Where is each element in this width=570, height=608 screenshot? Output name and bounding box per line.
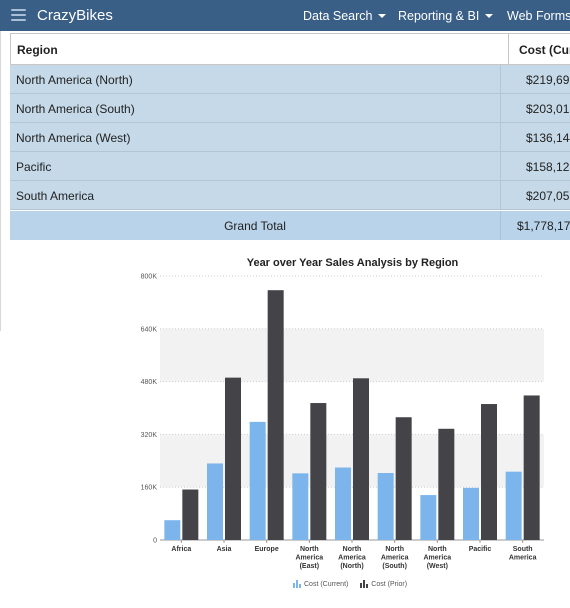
grand-total-row: Grand Total $1,778,178 <box>10 211 570 240</box>
region-cell: North America (South) <box>16 102 135 116</box>
x-tick-label: Asia <box>217 546 232 553</box>
x-tick-label: (East) <box>300 563 319 570</box>
chevron-down-icon <box>378 14 387 18</box>
bar-chart-icon <box>293 580 301 588</box>
table-row[interactable]: North America (West) $136,144 <box>10 123 570 152</box>
top-navbar: CrazyBikes Data Search Reporting & BI We… <box>0 0 570 31</box>
bar-current <box>249 421 266 540</box>
y-tick-label: 160K <box>141 485 158 492</box>
x-tick-label: (South) <box>382 563 407 570</box>
nav-reporting-bi[interactable]: Reporting & BI <box>398 9 494 23</box>
legend-label: Cost (Current) <box>304 580 349 588</box>
nav-data-search[interactable]: Data Search <box>303 9 387 23</box>
column-header-region[interactable]: Region <box>17 43 58 57</box>
x-tick-label: North <box>300 546 319 553</box>
legend-label: Cost (Prior) <box>371 580 408 588</box>
chart-legend: Cost (Current) Cost (Prior) <box>293 580 417 590</box>
bar-prior <box>225 377 241 540</box>
grid-band <box>160 434 544 488</box>
table-row[interactable]: South America $207,057 <box>10 181 570 210</box>
y-tick-label: 480K <box>141 379 158 386</box>
x-tick-label: Europe <box>255 546 279 553</box>
column-divider <box>500 94 501 123</box>
bar-current <box>420 495 437 540</box>
table-row[interactable]: North America (North) $219,691 <box>10 65 570 94</box>
bar-prior <box>438 428 455 540</box>
nav-web-forms[interactable]: Web Forms <box>507 9 570 23</box>
bar-chart: 0 160K 320K 480K 640K 800K Africa Asia Europe Nor… <box>141 274 544 570</box>
column-divider <box>500 211 501 240</box>
y-tick-label: 320K <box>141 432 158 439</box>
region-cell: Pacific <box>16 160 52 174</box>
table-row[interactable]: Pacific $158,128 <box>10 152 570 181</box>
bar-current <box>164 520 181 540</box>
bar-prior <box>182 489 199 540</box>
table-row[interactable]: North America (South) $203,013 <box>10 94 570 123</box>
x-tick-label: Pacific <box>469 546 492 553</box>
y-tick-label: 0 <box>153 538 157 545</box>
region-cell: South America <box>16 189 95 203</box>
x-tick-label: America <box>338 555 366 562</box>
bar-current <box>292 473 309 540</box>
x-tick-label: North <box>343 546 362 553</box>
bar-chart-icon <box>360 580 369 588</box>
legend-item-prior[interactable]: Cost (Prior) <box>360 580 407 588</box>
bar-prior <box>310 403 327 540</box>
column-divider <box>500 65 501 94</box>
bar-prior <box>523 395 540 540</box>
grid-header-row: Region Cost (Curr <box>10 33 570 66</box>
column-header-cost[interactable]: Cost (Curr <box>519 43 570 57</box>
grid-band <box>160 328 544 382</box>
bar-prior <box>267 290 284 540</box>
x-tick-label: South <box>513 546 533 553</box>
x-tick-label: America <box>381 555 409 562</box>
bar-current <box>335 467 351 540</box>
column-divider <box>500 152 501 181</box>
x-tick-label: America <box>509 555 537 562</box>
brand-logo-text[interactable]: CrazyBikes <box>37 7 113 24</box>
column-divider <box>500 181 501 210</box>
x-tick-label: North <box>385 546 404 553</box>
grand-total-label: Grand Total <box>224 219 286 233</box>
x-tick-label: (North) <box>340 563 363 570</box>
bar-current <box>505 471 522 540</box>
bar-prior <box>353 378 369 540</box>
page-edge-divider <box>0 31 1 331</box>
bar-prior <box>481 404 497 540</box>
x-tick-label: America <box>296 555 324 562</box>
pivot-grid: Region Cost (Curr North America (North) … <box>10 33 570 240</box>
bar-prior <box>395 417 412 540</box>
y-tick-label: 800K <box>141 274 158 281</box>
chevron-down-icon <box>485 14 494 18</box>
region-cell: North America (West) <box>16 131 131 145</box>
y-tick-label: 640K <box>141 326 158 333</box>
chart-title: Year over Year Sales Analysis by Region <box>246 257 459 269</box>
bar-current <box>207 463 223 540</box>
x-tick-label: (West) <box>427 563 448 570</box>
legend-item-current[interactable]: Cost (Current) <box>293 580 348 588</box>
x-tick-label: America <box>424 555 452 562</box>
bar-current <box>377 473 394 540</box>
hamburger-menu-icon[interactable] <box>11 9 26 22</box>
grand-total-value: $1,778,178 <box>517 219 570 233</box>
bar-current <box>463 487 479 540</box>
column-divider <box>508 34 509 66</box>
column-divider <box>500 123 501 152</box>
region-cell: North America (North) <box>16 73 133 87</box>
x-tick-label: Africa <box>171 546 191 553</box>
x-tick-label: North <box>428 546 447 553</box>
